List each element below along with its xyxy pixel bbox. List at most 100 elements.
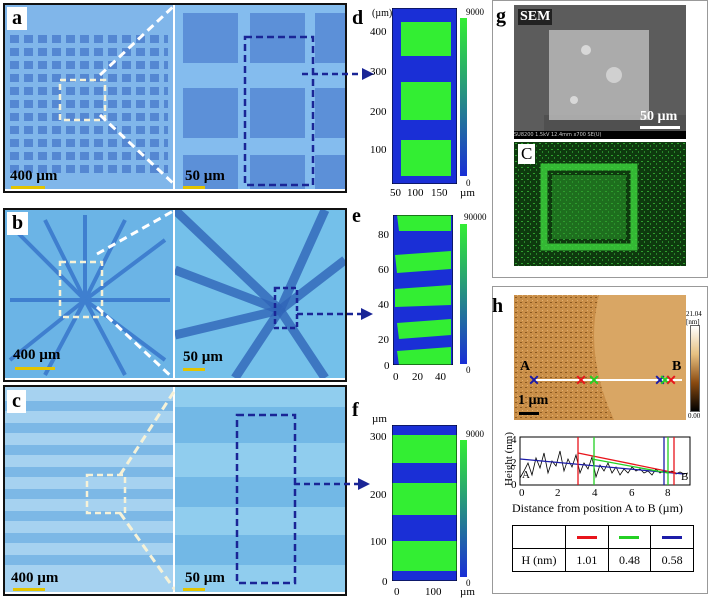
afm-cb-min: 0.00 [688,412,701,420]
afm-image: ✕ ✕ ✕ ✕ ✕ ✕ A B 1 µm [514,295,686,420]
stripe-zoom-c [175,407,345,585]
y-tick-e-20: 20 [378,334,389,346]
y-tick-f-100: 100 [370,536,387,548]
x-tick-e-0: 0 [393,371,399,383]
zoom-lines-a [98,3,177,187]
arrow-c-to-f [294,478,370,490]
panel-label-b: b [7,212,29,235]
colorbar-e [460,224,467,364]
sem-info-bar: SU8200 1.5kV 12.4mm x700 SE(U) [514,131,686,139]
carbon-map-label: C [518,144,536,164]
profile-x-tick-4: 4 [592,487,598,499]
afm-surface: ✕ ✕ ✕ ✕ ✕ ✕ [514,295,686,420]
pad-array-a [8,33,168,173]
x-tick-f-100: 100 [425,586,442,598]
afm-marker-a: A [520,359,531,374]
sem-label: SEM [518,9,553,25]
height-value-red: 1.01 [565,548,609,572]
map-d [392,8,457,184]
panel-label-h: h [492,295,504,317]
colorbar-d [460,18,467,176]
afm-marker-b: B [672,359,682,374]
y-tick-f-200: 200 [370,489,387,501]
sem-image: SEM 50 µm SU8200 1.5kV 12.4mm x700 SE(U) [514,5,686,139]
arrow-b-to-e [297,308,373,320]
height-table-row-label: H (nm) [512,548,566,572]
height-table-swatch-blue [650,525,694,549]
zoom-lines-b [95,208,177,382]
profile-x-tick-2: 2 [555,487,561,499]
map-e [393,215,453,365]
scale-bar-a-right [183,186,205,189]
panel-label-g: g [496,5,506,27]
micrograph-b-right: 50 µm [175,210,345,378]
y-tick-d-200: 200 [370,106,387,118]
svg-text:✕: ✕ [528,372,540,388]
panel-label-f: f [352,399,359,421]
afm-scale-text: 1 µm [518,393,549,408]
profile-x-tick-8: 8 [665,487,671,499]
height-table: H (nm) 1.01 0.48 0.58 [512,525,694,572]
profile-label-a: A [522,469,530,481]
x-tick-d-50: 50 [390,187,401,199]
panel-label-c: c [7,390,26,413]
y-tick-e-60: 60 [378,264,389,276]
sem-scale-text: 50 µm [640,109,678,124]
pad-zoom-a [183,13,345,189]
electrode-zoom-b [175,210,345,378]
svg-text:✕: ✕ [659,372,671,388]
profile-x-tick-0: 0 [519,487,525,499]
x-tick-d-100: 100 [407,187,424,199]
scale-bar-b-right [183,368,205,371]
scale-text-a-right: 50 µm [185,168,225,184]
unit-top-d: (µm) [372,8,393,19]
height-table-swatch-red [565,525,609,549]
stripe-array-c [5,401,173,565]
height-value-green: 0.48 [607,548,652,572]
svg-text:✕: ✕ [654,372,666,388]
y-tick-d-100: 100 [370,144,387,156]
panel-label-a: a [7,7,27,30]
y-tick-d-400: 400 [370,26,387,38]
micrograph-a-left: 400 µm [5,5,173,189]
unit-right-f: µm [460,586,475,598]
profile-y-tick-4: 4 [511,434,517,446]
map-f [392,425,457,581]
x-tick-e-20: 20 [412,371,423,383]
scale-bar-a-left [11,186,45,189]
afm-cb-unit: [nm] [686,318,700,326]
carbon-map-noise [514,142,686,266]
electrode-fan-b [8,215,170,376]
height-table-corner [512,525,566,549]
scale-bar-c-right [183,588,205,591]
cb-max-f: 9000 [466,429,484,439]
cb-max-d: 9000 [466,7,484,17]
afm-colorbar [690,325,700,412]
scale-text-b-left: 400 µm [13,347,61,363]
cb-min-e: 0 [466,365,471,375]
svg-text:✕: ✕ [575,372,587,388]
micrograph-b-left: 400 µm [5,210,173,378]
height-profile-plot [519,436,691,486]
height-value-blue: 0.58 [650,548,694,572]
scale-bar-c-left [13,588,45,591]
height-table-value-row: H (nm) 1.01 0.48 0.58 [512,548,694,572]
scale-text-a-left: 400 µm [10,168,58,184]
profile-y-tick-2: 2 [511,457,517,469]
x-tick-f-0: 0 [394,586,400,598]
panel-label-d: d [352,7,364,29]
cb-max-e: 90000 [464,212,487,222]
cb-min-d: 0 [466,178,471,188]
zoom-lines-c [118,389,177,591]
profile-trace [519,450,689,479]
profile-x-tick-6: 6 [629,487,635,499]
x-tick-e-40: 40 [435,371,446,383]
y-tick-e-0: 0 [384,360,390,372]
y-tick-f-0: 0 [382,576,388,588]
afm-scale-bar [519,412,539,415]
height-table-color-row [512,525,694,549]
micrograph-c-right: 50 µm [175,387,345,592]
scale-text-b-right: 50 µm [183,349,223,365]
scale-text-c-right: 50 µm [185,570,225,586]
cb-min-f: 0 [466,578,471,588]
